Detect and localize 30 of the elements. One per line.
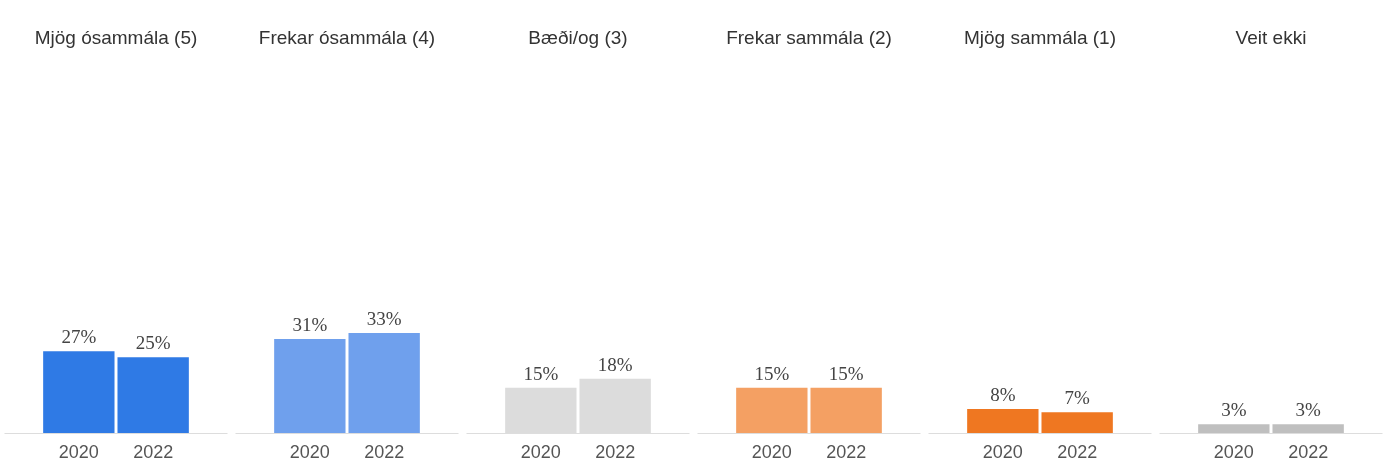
- chart-title: Mjög ósammála (5): [34, 26, 198, 48]
- data-label: 31%: [292, 314, 328, 336]
- data-label: 15%: [754, 362, 790, 384]
- x-tick-label: 2022: [364, 441, 405, 462]
- x-tick-label: 2020: [982, 441, 1023, 462]
- chart-title: Frekar ósammála (4): [258, 26, 436, 48]
- data-label: 7%: [1064, 387, 1090, 409]
- data-label: 15%: [828, 362, 864, 384]
- x-tick-label: 2022: [1288, 441, 1329, 462]
- data-label: 3%: [1221, 399, 1247, 421]
- data-label: 27%: [61, 326, 97, 348]
- chart-title: Bæði/og (3): [528, 26, 628, 48]
- x-tick-label: 2020: [58, 441, 99, 462]
- x-tick-label: 2020: [520, 441, 561, 462]
- data-label: 18%: [597, 353, 633, 375]
- x-tick-label: 2020: [751, 441, 792, 462]
- x-tick-label: 2020: [289, 441, 330, 462]
- x-tick-label: 2022: [826, 441, 867, 462]
- data-label: 8%: [990, 384, 1016, 406]
- data-label: 33%: [366, 307, 402, 329]
- data-label: 25%: [135, 332, 171, 354]
- x-tick-label: 2020: [1213, 441, 1254, 462]
- chart-title: Veit ekki: [1235, 26, 1307, 48]
- x-tick-label: 2022: [1057, 441, 1098, 462]
- chart-title: Mjög sammála (1): [963, 26, 1117, 48]
- x-tick-label: 2022: [595, 441, 636, 462]
- chart-title: Frekar sammála (2): [726, 26, 892, 48]
- data-label: 3%: [1295, 399, 1321, 421]
- x-tick-label: 2022: [133, 441, 174, 462]
- data-label: 15%: [523, 362, 559, 384]
